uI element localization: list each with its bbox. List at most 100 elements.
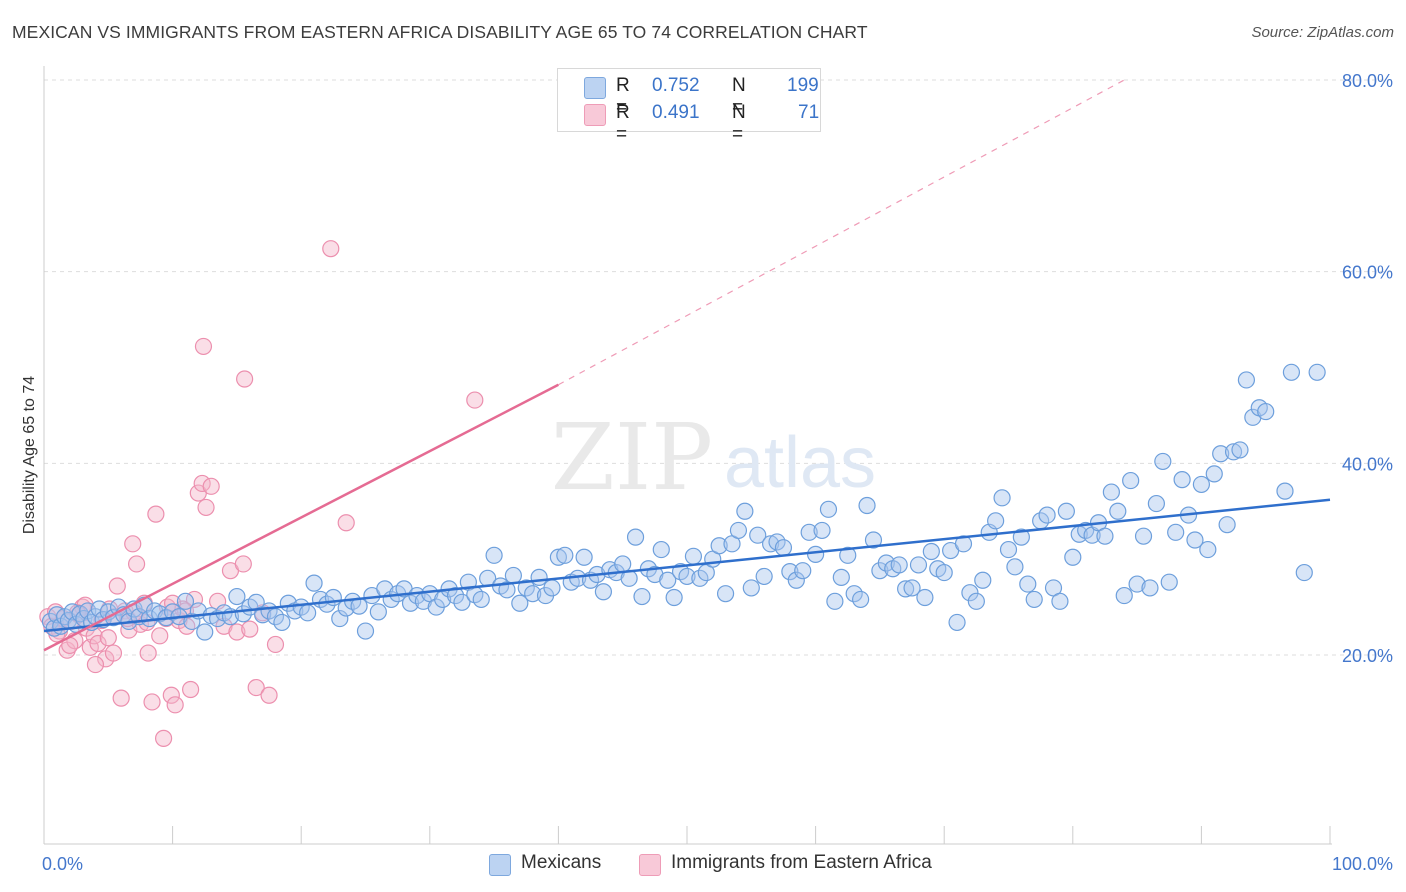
data-point-mexicans <box>1192 475 1211 494</box>
data-point-mexicans <box>1173 471 1191 489</box>
legend-swatch-eastern-africa <box>639 854 661 876</box>
data-point-eastern-africa <box>182 680 200 699</box>
data-point-mexicans <box>356 622 375 640</box>
data-point-mexicans <box>652 540 670 559</box>
data-point-mexicans <box>749 526 767 544</box>
legend-swatch-mexicans <box>584 77 606 99</box>
data-point-mexicans <box>453 593 471 611</box>
data-point-mexicans <box>369 603 387 621</box>
y-tick-label: 20.0% <box>1342 646 1393 666</box>
data-point-mexicans <box>1012 528 1030 546</box>
legend-r-value: 0.752 <box>652 75 700 96</box>
data-point-eastern-africa <box>166 696 184 714</box>
data-point-mexicans <box>1295 563 1313 582</box>
legend-swatch-mexicans <box>489 854 511 876</box>
data-point-mexicans <box>993 489 1011 507</box>
data-point-mexicans <box>498 581 516 599</box>
legend-r-label: R = <box>616 75 630 118</box>
data-point-mexicans <box>903 579 921 597</box>
data-point-mexicans <box>504 566 522 585</box>
data-point-mexicans <box>1025 590 1043 609</box>
data-point-mexicans <box>761 535 780 553</box>
data-point-eastern-africa <box>322 240 340 258</box>
data-point-mexicans <box>1282 363 1301 381</box>
data-point-eastern-africa <box>266 635 285 654</box>
data-point-eastern-africa <box>197 498 215 517</box>
data-point-mexicans <box>826 592 844 610</box>
data-point-mexicans <box>665 588 683 607</box>
legend-swatch-eastern-africa <box>584 104 606 126</box>
data-point-mexicans <box>736 502 754 520</box>
data-point-mexicans <box>1006 558 1024 576</box>
data-point-mexicans <box>549 548 568 566</box>
watermark-zip: ZIP <box>551 404 713 511</box>
data-point-mexicans <box>909 556 928 574</box>
data-point-mexicans <box>948 613 966 632</box>
data-point-mexicans <box>659 571 677 589</box>
data-point-mexicans <box>524 585 542 603</box>
legend-n-label: N = <box>732 75 746 118</box>
data-point-mexicans <box>678 567 696 586</box>
legend-n-label: N = <box>732 102 746 145</box>
data-point-mexicans <box>710 537 728 555</box>
data-point-mexicans <box>1147 494 1165 513</box>
data-point-eastern-africa <box>99 629 117 647</box>
data-point-mexicans <box>511 594 529 612</box>
data-point-eastern-africa <box>89 634 107 653</box>
data-point-eastern-africa <box>202 477 220 495</box>
data-point-mexicans <box>1122 471 1140 490</box>
data-point-mexicans <box>967 592 985 610</box>
legend-r-value: 0.491 <box>652 102 700 123</box>
data-point-eastern-africa <box>124 535 142 553</box>
data-point-mexicans <box>897 580 915 598</box>
data-point-mexicans <box>819 500 838 518</box>
data-point-mexicans <box>446 586 465 605</box>
watermark-atlas: atlas <box>724 423 876 503</box>
data-point-eastern-africa <box>139 644 157 662</box>
legend-n-value: 199 <box>787 75 819 96</box>
data-point-mexicans <box>299 604 317 622</box>
data-point-mexicans <box>196 623 214 641</box>
data-point-mexicans <box>472 590 490 609</box>
data-point-mexicans <box>729 521 748 540</box>
data-point-mexicans <box>935 563 953 582</box>
data-point-mexicans <box>1308 363 1326 381</box>
data-point-eastern-africa <box>154 729 173 747</box>
data-point-eastern-africa <box>112 689 130 707</box>
data-point-eastern-africa <box>236 370 254 388</box>
trend-line-mexicans <box>43 498 1331 633</box>
data-point-eastern-africa <box>228 623 246 641</box>
data-point-mexicans <box>176 592 195 610</box>
data-point-mexicans <box>1019 575 1037 593</box>
data-point-mexicans <box>1154 452 1172 471</box>
data-point-mexicans <box>806 545 825 563</box>
data-point-eastern-africa <box>108 577 126 595</box>
data-point-mexicans <box>485 546 503 564</box>
data-point-mexicans <box>266 608 285 626</box>
data-point-mexicans <box>331 609 349 628</box>
legend-r-label: R = <box>616 102 630 145</box>
data-point-mexicans <box>1218 516 1236 534</box>
data-point-eastern-africa <box>260 686 278 704</box>
data-point-mexicans <box>1057 502 1075 520</box>
data-point-mexicans <box>530 568 548 586</box>
data-point-mexicans <box>556 546 574 564</box>
data-point-mexicans <box>1167 523 1185 541</box>
data-point-mexicans <box>794 562 812 580</box>
data-point-mexicans <box>864 531 883 549</box>
data-point-mexicans <box>1134 527 1153 545</box>
data-point-mexicans <box>1276 482 1294 500</box>
series-legend: Mexicans Immigrants from Eastern Africa <box>0 852 1406 878</box>
data-point-mexicans <box>852 590 870 609</box>
data-point-mexicans <box>916 588 934 607</box>
data-point-mexicans <box>999 540 1018 559</box>
series-eastern-africa <box>39 240 484 747</box>
data-point-mexicans <box>774 539 793 557</box>
data-point-mexicans <box>543 579 561 597</box>
data-point-mexicans <box>1205 465 1223 483</box>
x-tick-label: 100.0% <box>1332 854 1393 874</box>
data-point-mexicans <box>1199 540 1217 559</box>
data-point-mexicans <box>1102 483 1120 501</box>
data-point-mexicans <box>1160 573 1178 591</box>
